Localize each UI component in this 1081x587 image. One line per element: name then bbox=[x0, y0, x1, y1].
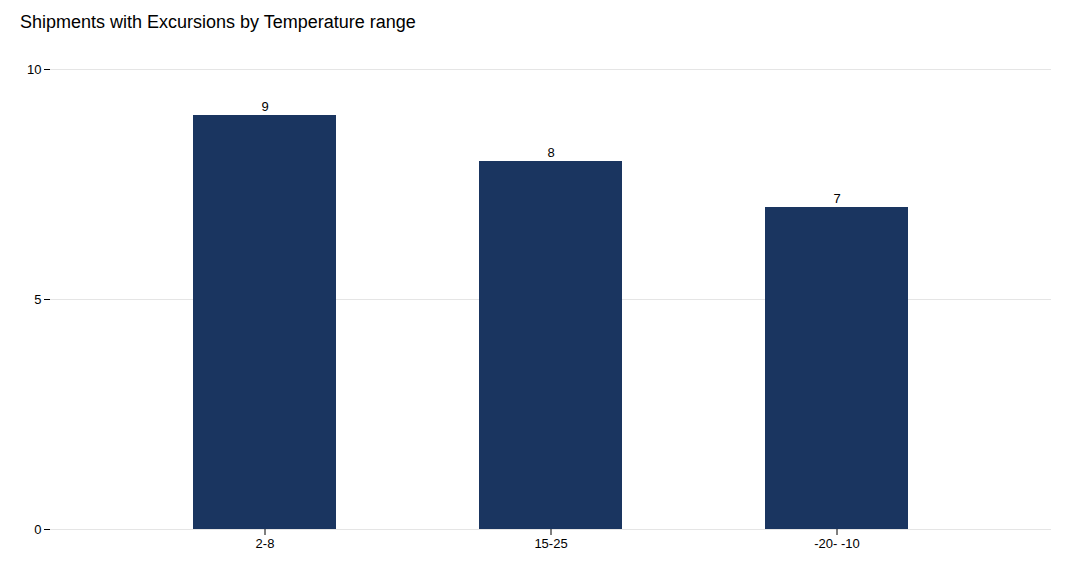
svg-text:8: 8 bbox=[547, 145, 554, 160]
svg-text:0: 0 bbox=[34, 522, 41, 537]
svg-text:7: 7 bbox=[833, 191, 840, 206]
svg-text:2-8: 2-8 bbox=[256, 536, 275, 551]
svg-text:-20- -10: -20- -10 bbox=[814, 536, 860, 551]
svg-text:5: 5 bbox=[34, 292, 41, 307]
svg-text:10: 10 bbox=[27, 62, 41, 77]
svg-text:15-25: 15-25 bbox=[534, 536, 567, 551]
svg-text:9: 9 bbox=[261, 99, 268, 114]
html-text:Shipments with Excursions by T: Shipments with Excursions by Temperature… bbox=[20, 12, 416, 32]
